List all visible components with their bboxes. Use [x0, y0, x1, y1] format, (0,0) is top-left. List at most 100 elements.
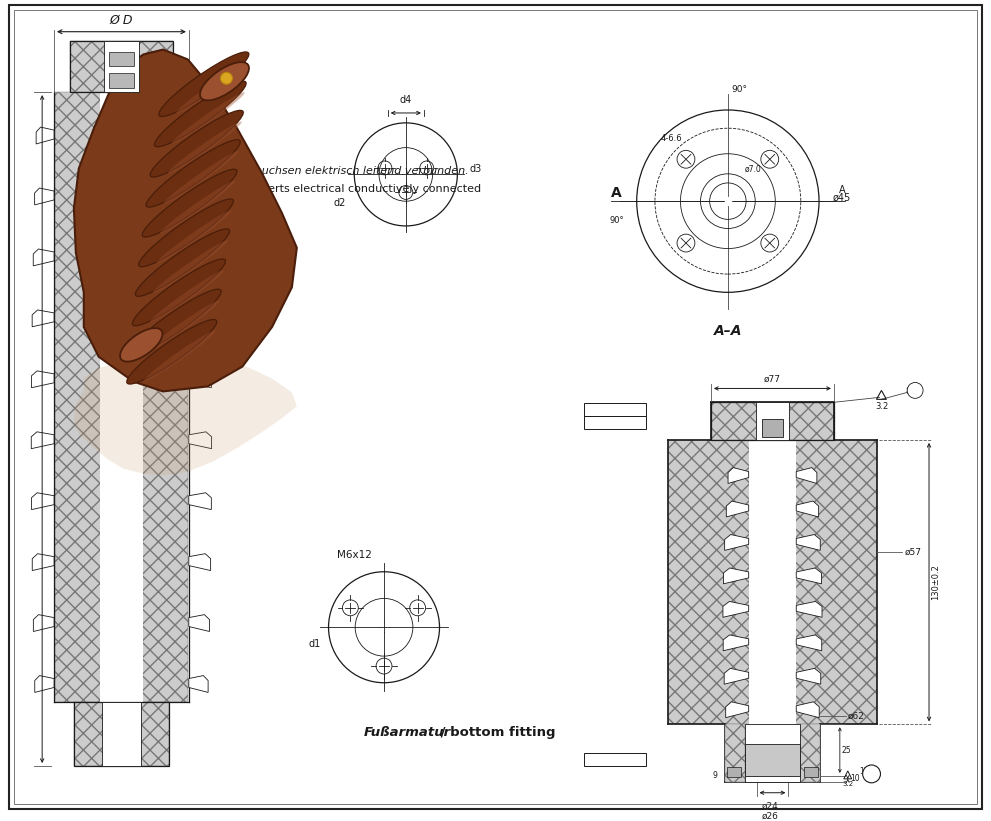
Bar: [744, 724, 800, 782]
Bar: [109, 52, 135, 67]
Ellipse shape: [136, 229, 230, 296]
Circle shape: [862, 765, 880, 782]
Polygon shape: [723, 568, 748, 584]
Text: 90°: 90°: [731, 85, 748, 94]
Text: Top inserts electrical conductively connected: Top inserts electrical conductively conn…: [231, 184, 482, 195]
Polygon shape: [34, 249, 55, 266]
Bar: [724, 724, 744, 782]
Ellipse shape: [153, 241, 228, 293]
Text: d2: d2: [334, 198, 347, 208]
Bar: [668, 440, 876, 724]
Ellipse shape: [130, 289, 221, 355]
Text: ø7.0: ø7.0: [745, 165, 762, 174]
Ellipse shape: [157, 210, 232, 264]
Ellipse shape: [176, 63, 248, 113]
Bar: [109, 73, 135, 88]
Polygon shape: [796, 602, 822, 617]
Ellipse shape: [200, 62, 249, 100]
Text: 0.2 A: 0.2 A: [604, 406, 623, 415]
Polygon shape: [189, 249, 210, 266]
Polygon shape: [189, 127, 207, 144]
Text: d1: d1: [308, 639, 321, 649]
Circle shape: [907, 383, 923, 398]
Ellipse shape: [160, 181, 235, 234]
Text: ø26: ø26: [762, 811, 779, 820]
Bar: [55, 92, 189, 702]
Text: ø45: ø45: [832, 192, 851, 202]
Bar: [110, 75, 134, 87]
Polygon shape: [725, 702, 748, 718]
Bar: [74, 702, 169, 766]
Bar: [755, 402, 789, 440]
Bar: [104, 40, 140, 92]
Text: M6x12: M6x12: [337, 550, 373, 560]
Text: 4-6.6: 4-6.6: [661, 134, 682, 143]
Polygon shape: [796, 702, 820, 718]
Text: 130±0.2: 130±0.2: [931, 564, 940, 600]
Text: ø77: ø77: [764, 374, 781, 383]
Text: ø57: ø57: [904, 548, 922, 557]
Polygon shape: [796, 501, 819, 517]
Polygon shape: [189, 188, 208, 205]
Bar: [804, 767, 818, 777]
Polygon shape: [796, 568, 822, 584]
Ellipse shape: [143, 169, 237, 237]
Bar: [110, 53, 134, 66]
Bar: [711, 402, 833, 440]
Polygon shape: [723, 635, 748, 651]
Ellipse shape: [127, 319, 217, 384]
Text: //: //: [587, 406, 593, 415]
Bar: [762, 420, 782, 436]
Polygon shape: [796, 468, 817, 484]
Text: 90°: 90°: [609, 216, 624, 225]
Polygon shape: [32, 432, 55, 448]
Text: Fußarmatur: Fußarmatur: [365, 726, 451, 739]
Circle shape: [221, 72, 233, 85]
Polygon shape: [189, 676, 208, 692]
Text: A: A: [838, 186, 845, 195]
Text: / bottom fitting: / bottom fitting: [436, 726, 555, 739]
Ellipse shape: [159, 52, 249, 117]
Text: A–A: A–A: [714, 324, 742, 338]
Ellipse shape: [147, 300, 220, 351]
Text: 10: 10: [849, 774, 859, 783]
Text: A: A: [611, 186, 622, 200]
Polygon shape: [722, 602, 748, 617]
Bar: [744, 744, 800, 776]
Polygon shape: [796, 534, 821, 550]
Text: ▯: ▯: [587, 418, 592, 427]
Bar: [70, 40, 173, 92]
Bar: [55, 92, 188, 702]
Text: Ø D: Ø D: [110, 14, 133, 27]
Ellipse shape: [133, 259, 226, 326]
Ellipse shape: [167, 122, 242, 174]
Text: ▯: ▯: [587, 755, 592, 764]
Ellipse shape: [146, 140, 240, 207]
Bar: [711, 402, 833, 440]
Text: Kopfbuchsen elektrisch leitend verbunden.: Kopfbuchsen elektrisch leitend verbunden…: [231, 167, 469, 177]
Text: 0.2 M: 0.2 M: [604, 418, 625, 427]
Text: d4: d4: [399, 95, 412, 105]
Bar: [102, 702, 142, 766]
Polygon shape: [36, 127, 55, 144]
Text: ø24: ø24: [762, 801, 779, 810]
Polygon shape: [189, 615, 209, 631]
Text: d3: d3: [470, 164, 482, 174]
Text: A: A: [868, 769, 875, 778]
Text: 9: 9: [713, 772, 717, 781]
Polygon shape: [33, 553, 55, 571]
Polygon shape: [189, 432, 212, 448]
Polygon shape: [724, 668, 748, 684]
Polygon shape: [728, 468, 748, 484]
Polygon shape: [35, 676, 55, 692]
Polygon shape: [189, 493, 211, 510]
Polygon shape: [796, 635, 822, 651]
Ellipse shape: [151, 110, 244, 177]
Ellipse shape: [120, 328, 163, 361]
Polygon shape: [724, 534, 748, 550]
Bar: [800, 724, 820, 782]
Ellipse shape: [155, 81, 246, 147]
Polygon shape: [189, 371, 211, 388]
Bar: [584, 753, 645, 766]
Bar: [70, 40, 173, 92]
